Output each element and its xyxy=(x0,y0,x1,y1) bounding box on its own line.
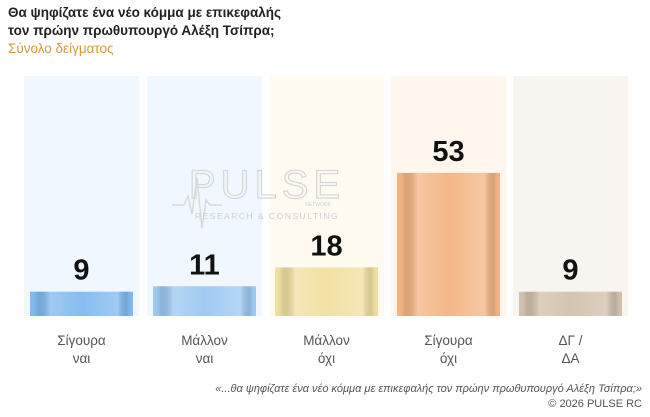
watermark-tagline: RESEARCH & CONSULTING xyxy=(195,211,339,221)
column-background xyxy=(24,76,139,316)
chart-title: Θα ψηφίζατε ένα νέο κόμμα με επικεφαλής … xyxy=(8,4,281,40)
category-label: όχι xyxy=(318,351,335,366)
bar-shading xyxy=(30,291,133,316)
data-label: 18 xyxy=(310,230,342,262)
chart-subtitle: Σύνολο δείγματος xyxy=(8,41,114,56)
column-background xyxy=(147,76,262,316)
pulse-watermark: PULSE NETWORK RESEARCH & CONSULTING xyxy=(172,162,345,229)
column-background xyxy=(513,76,628,316)
data-label: 11 xyxy=(189,249,220,281)
bar-shading xyxy=(153,286,256,316)
category-label: ναι xyxy=(196,351,214,366)
category-label: Σίγουρα xyxy=(424,333,473,348)
question-footnote: «...θα ψηφίζατε ένα νέο κόμμα με επικεφα… xyxy=(215,383,642,395)
data-label: 9 xyxy=(562,255,578,287)
pulse-wave-icon xyxy=(172,177,222,229)
category-label: όχι xyxy=(440,351,457,366)
title-line-2: τον πρώην πρωθυπουργό Αλέξη Τσίπρα; xyxy=(8,23,275,38)
category-label: Μάλλον xyxy=(303,333,350,348)
category-label: Μάλλον xyxy=(181,333,228,348)
category-label: Σίγουρα xyxy=(57,333,106,348)
data-label: 53 xyxy=(432,136,464,168)
copyright: © 2026 PULSE RC xyxy=(548,398,642,410)
bar-shading xyxy=(275,267,378,316)
category-label: ΔΑ xyxy=(561,351,579,366)
category-label: ναι xyxy=(73,351,91,366)
watermark-small: NETWORK xyxy=(305,202,331,208)
category-label: ΔΓ / xyxy=(559,333,583,348)
data-label: 9 xyxy=(73,255,89,287)
bar-shading xyxy=(397,172,500,316)
bar-shading xyxy=(519,291,622,316)
watermark-brand: PULSE xyxy=(189,163,345,207)
title-line-1: Θα ψηφίζατε ένα νέο κόμμα με επικεφαλής xyxy=(8,5,282,20)
